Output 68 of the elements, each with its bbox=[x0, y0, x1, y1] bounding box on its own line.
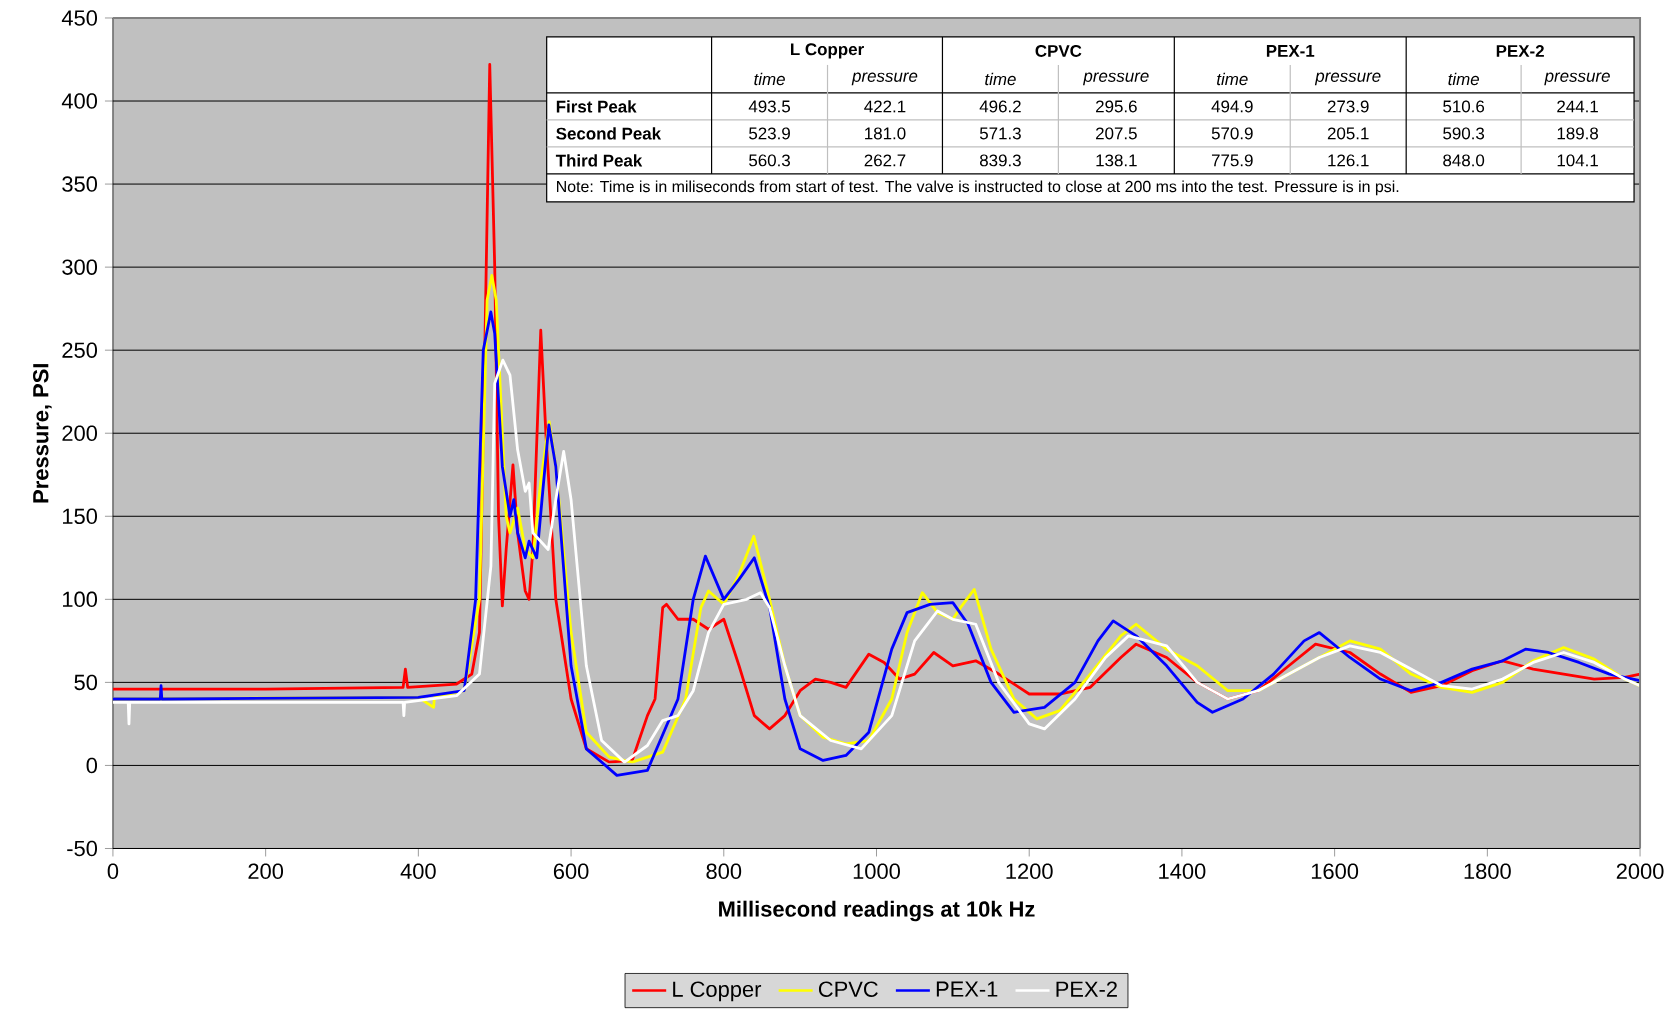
x-tick-label: 1600 bbox=[1311, 863, 1359, 879]
annotation: pressure bbox=[1544, 72, 1610, 86]
annotation: 590.3 bbox=[1443, 127, 1485, 140]
annotation: CPVC bbox=[1035, 44, 1082, 57]
annotation: 104.1 bbox=[1557, 154, 1598, 167]
annotation: 496.2 bbox=[979, 100, 1021, 113]
x-tick-label: 2000 bbox=[1616, 863, 1664, 879]
annotation: Note: Time is in miliseconds from start of test. The valve is instructed to close at 200 ms into the test. Pressure is in psi. bbox=[557, 180, 1399, 196]
annotation: First Peak bbox=[556, 100, 637, 113]
x-tick-label: 0 bbox=[107, 863, 119, 879]
annotation: 295.6 bbox=[1096, 100, 1137, 113]
annotation: 181.0 bbox=[865, 127, 906, 140]
annotation: 571.3 bbox=[979, 127, 1021, 140]
x-tick-label: 1000 bbox=[853, 863, 900, 879]
annotation: Third Peak bbox=[555, 153, 643, 167]
annotation: 273.9 bbox=[1327, 100, 1369, 113]
y-tick-label: 400 bbox=[61, 93, 98, 109]
annotation: 848.0 bbox=[1443, 154, 1485, 167]
annotation: 189.8 bbox=[1557, 127, 1599, 140]
y-tick-label: 200 bbox=[62, 425, 98, 441]
y-tick-label: 150 bbox=[63, 508, 98, 524]
annotation: 244.1 bbox=[1557, 100, 1598, 113]
annotation: 510.6 bbox=[1443, 100, 1485, 113]
x-tick-label: 800 bbox=[706, 863, 742, 879]
annotation: 839.3 bbox=[979, 154, 1021, 167]
annotation: PEX-2 bbox=[1496, 44, 1544, 57]
annotation: pressure bbox=[851, 72, 918, 86]
legend-label: CPVC bbox=[818, 981, 878, 997]
y-tick-label: 50 bbox=[74, 674, 98, 690]
y-tick-label: 0 bbox=[86, 757, 98, 774]
x-tick-label: 1200 bbox=[1006, 863, 1053, 879]
annotation: pressure bbox=[1314, 72, 1381, 86]
annotation: 207.5 bbox=[1096, 127, 1137, 140]
annotation: Second Peak bbox=[556, 126, 662, 140]
legend-label: PEX-1 bbox=[936, 981, 998, 997]
annotation: PEX-1 bbox=[1266, 44, 1315, 57]
annotation: time bbox=[985, 72, 1016, 85]
annotation: 205.1 bbox=[1327, 127, 1369, 140]
annotation: 493.5 bbox=[748, 100, 791, 113]
annotation: 523.9 bbox=[749, 127, 790, 140]
x-tick-label: 600 bbox=[553, 863, 589, 879]
annotation: 570.9 bbox=[1211, 127, 1253, 140]
annotation: 560.3 bbox=[749, 154, 790, 167]
legend-label: PEX-2 bbox=[1056, 981, 1117, 997]
annotation: pressure bbox=[1083, 72, 1149, 86]
annotation: time bbox=[1217, 72, 1248, 85]
annotation: 262.7 bbox=[864, 154, 906, 167]
y-tick-label: 100 bbox=[63, 591, 98, 607]
annotation: 494.9 bbox=[1211, 100, 1253, 113]
y-tick-label: 250 bbox=[62, 342, 98, 358]
x-tick-label: 1800 bbox=[1464, 863, 1511, 879]
y-tick-label: 300 bbox=[62, 259, 98, 275]
annotation: 126.1 bbox=[1328, 154, 1369, 167]
y-tick-label: -50 bbox=[67, 840, 98, 857]
y-tick-label: 450 bbox=[61, 10, 98, 26]
y-axis-title: Pressure, PSI bbox=[33, 363, 52, 503]
x-tick-label: 1400 bbox=[1159, 863, 1206, 879]
legend-label: L Copper bbox=[673, 981, 762, 1002]
annotation: 775.9 bbox=[1211, 154, 1253, 167]
annotation: time bbox=[754, 72, 785, 85]
annotation: L Copper bbox=[791, 43, 864, 59]
y-tick-label: 350 bbox=[62, 176, 98, 192]
annotation: time bbox=[1448, 72, 1479, 85]
x-tick-label: 400 bbox=[400, 863, 436, 879]
x-tick-label: 200 bbox=[248, 863, 284, 879]
annotation: 138.1 bbox=[1096, 154, 1137, 167]
x-axis-title: Millisecond readings at 10k Hz bbox=[719, 900, 1035, 922]
annotation: 422.1 bbox=[864, 100, 906, 113]
